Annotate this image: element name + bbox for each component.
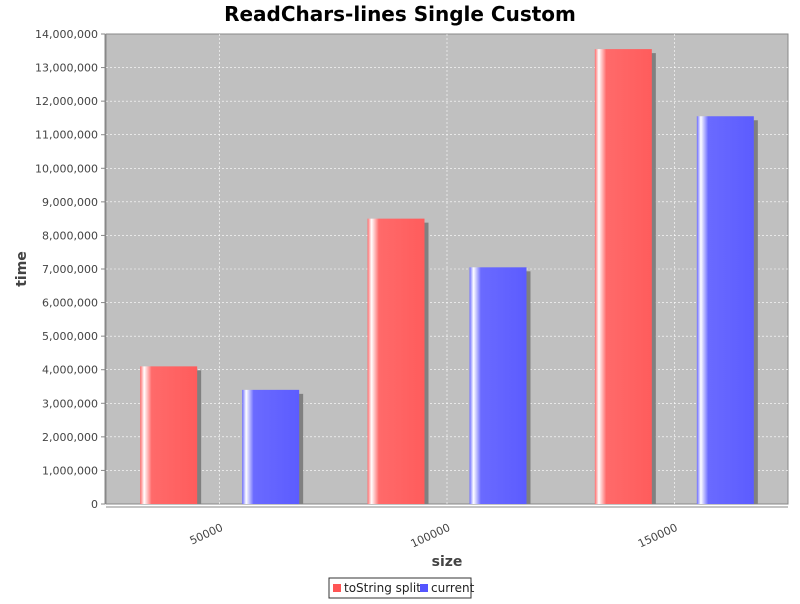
grid-lines	[106, 34, 788, 504]
legend-box	[328, 577, 472, 599]
y-tick-label: 12,000,000	[35, 95, 98, 108]
x-tick-label: 150000	[636, 521, 680, 551]
y-tick-label: 14,000,000	[35, 28, 98, 41]
legend-entry: current	[431, 581, 475, 595]
y-tick-label: 4,000,000	[42, 364, 98, 377]
y-tick-label: 9,000,000	[42, 196, 98, 209]
bar-current-100000	[469, 267, 527, 504]
bar-tostring-split-150000	[594, 49, 652, 504]
y-axis: 0 1,000,000 2,000,000 3,000,000 4,000,000 5,0…	[35, 28, 106, 511]
legend-swatch	[333, 584, 341, 592]
y-tick-label: 11,000,000	[35, 129, 98, 142]
legend: toString split current	[328, 577, 475, 599]
bar-tostring-split-50000	[140, 366, 198, 504]
x-tick-label: 50000	[188, 521, 225, 548]
x-tick-label: 100000	[409, 521, 453, 551]
y-tick-label: 5,000,000	[42, 330, 98, 343]
bar-current-50000	[242, 389, 300, 504]
y-tick-label: 6,000,000	[42, 297, 98, 310]
y-tick-label: 3,000,000	[42, 397, 98, 410]
y-tick-label: 0	[91, 498, 98, 511]
x-axis-label: size	[432, 554, 463, 570]
y-tick-label: 13,000,000	[35, 62, 98, 75]
y-tick-label: 7,000,000	[42, 263, 98, 276]
x-axis: 50000 100000 150000	[106, 506, 788, 551]
y-tick-label: 10,000,000	[35, 162, 98, 175]
y-axis-label: time	[14, 251, 30, 287]
y-tick-label: 1,000,000	[42, 464, 98, 477]
bar-current-150000	[696, 116, 754, 504]
chart-title: ReadChars-lines Single Custom	[224, 2, 576, 26]
legend-swatch	[420, 584, 428, 592]
y-tick-label: 8,000,000	[42, 229, 98, 242]
legend-entry: toString split	[344, 581, 421, 595]
y-tick-label: 2,000,000	[42, 431, 98, 444]
bar-tostring-split-100000	[367, 218, 425, 504]
bars	[140, 49, 758, 504]
